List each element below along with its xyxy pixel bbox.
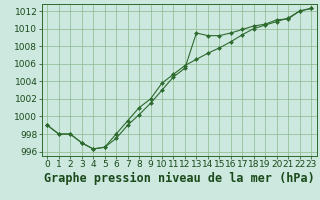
X-axis label: Graphe pression niveau de la mer (hPa): Graphe pression niveau de la mer (hPa) [44, 172, 315, 185]
